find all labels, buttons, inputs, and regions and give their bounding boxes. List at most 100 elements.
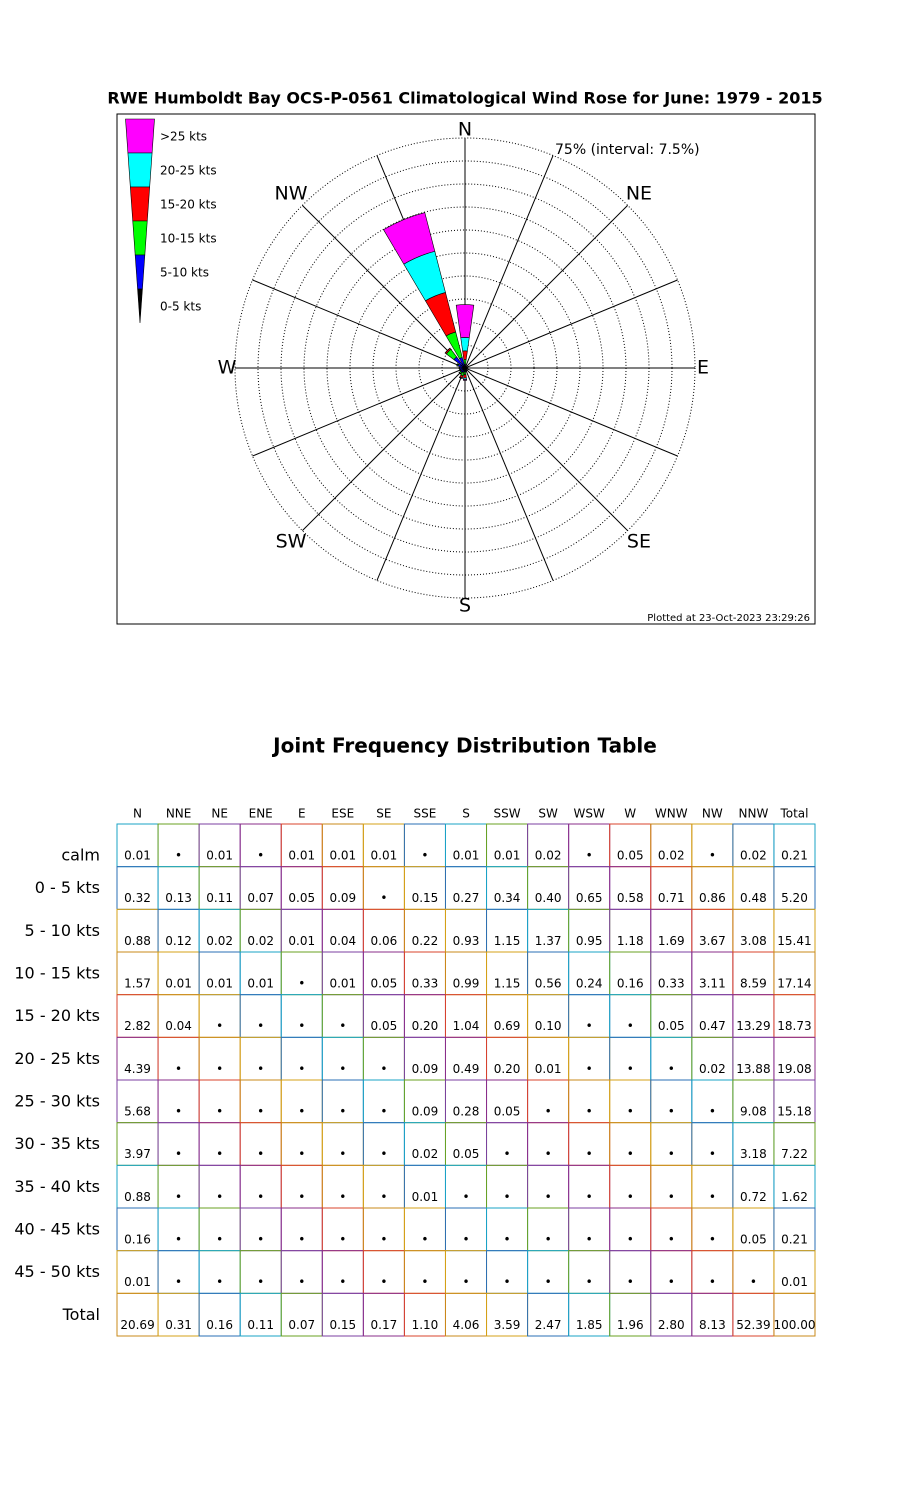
column-header: NNE xyxy=(166,807,192,821)
cell-value: 0.58 xyxy=(617,891,644,905)
cell-value: • xyxy=(339,1275,346,1289)
cell-value: 0.05 xyxy=(453,1147,480,1161)
column-header: SSW xyxy=(494,807,521,821)
direction-label: N xyxy=(458,119,472,141)
cell-value: 0.20 xyxy=(494,1062,521,1076)
cell-value: • xyxy=(380,1147,387,1161)
cell-value: • xyxy=(339,1105,346,1119)
cell-value: • xyxy=(586,1190,593,1204)
cell-value: • xyxy=(586,1019,593,1033)
cell-value: • xyxy=(627,1233,634,1247)
column-header: ESE xyxy=(331,807,354,821)
cell-value: • xyxy=(298,1233,305,1247)
cell-value: • xyxy=(545,1147,552,1161)
cell-value: • xyxy=(545,1105,552,1119)
direction-label: E xyxy=(697,357,709,379)
cell-value: • xyxy=(257,1062,264,1076)
legend-swatch xyxy=(127,152,153,188)
cell-value: • xyxy=(298,1019,305,1033)
cell-value: • xyxy=(709,1190,716,1204)
cell-value: 0.33 xyxy=(412,977,439,991)
cell-value: • xyxy=(586,1147,593,1161)
cell-value: 100.00 xyxy=(773,1318,815,1332)
cell-value: • xyxy=(216,1275,223,1289)
column-header: NNW xyxy=(738,807,768,821)
cell-value: • xyxy=(627,1147,634,1161)
cell-value: • xyxy=(586,1233,593,1247)
cell-value: • xyxy=(668,1190,675,1204)
column-header: NW xyxy=(702,807,723,821)
cell-value: • xyxy=(627,1190,634,1204)
cell-value: 0.09 xyxy=(412,1105,439,1119)
cell-value: • xyxy=(462,1233,469,1247)
cell-value: • xyxy=(462,1190,469,1204)
cell-value: 0.05 xyxy=(371,1019,398,1033)
wedge xyxy=(462,350,468,360)
cell-value: 0.99 xyxy=(453,977,480,991)
cell-value: • xyxy=(504,1275,511,1289)
cell-value: 0.13 xyxy=(165,891,192,905)
cell-value: 0.17 xyxy=(371,1318,398,1332)
column-header: WSW xyxy=(573,807,604,821)
cell-value: 0.47 xyxy=(699,1019,726,1033)
legend-swatch xyxy=(137,288,143,324)
cell-value: 20.69 xyxy=(120,1318,154,1332)
cell-value: • xyxy=(380,1190,387,1204)
wedge xyxy=(463,374,467,379)
legend-label: 15-20 kts xyxy=(160,198,217,212)
cell-value: 13.29 xyxy=(736,1019,770,1033)
cell-value: 0.09 xyxy=(329,891,356,905)
cell-value: 0.05 xyxy=(740,1233,767,1247)
cell-value: • xyxy=(298,1105,305,1119)
cell-value: 0.11 xyxy=(247,1318,274,1332)
cell-value: 1.15 xyxy=(494,977,521,991)
plot-frame xyxy=(116,113,816,625)
cell-value: • xyxy=(339,1147,346,1161)
cell-value: 5.68 xyxy=(124,1105,151,1119)
column-header: NE xyxy=(211,807,228,821)
cell-value: • xyxy=(380,1105,387,1119)
cell-value: 1.04 xyxy=(453,1019,480,1033)
cell-value: 0.22 xyxy=(412,934,439,948)
cell-value: 0.01 xyxy=(288,849,315,863)
cell-value: • xyxy=(175,1275,182,1289)
plotted-note: Plotted at 23-Oct-2023 23:29:26 xyxy=(647,613,810,624)
cell-value: • xyxy=(380,1062,387,1076)
row-label: 20 - 25 kts xyxy=(14,1049,100,1068)
direction-label: NW xyxy=(275,183,308,205)
cell-value: 0.01 xyxy=(371,849,398,863)
cell-value: • xyxy=(627,1275,634,1289)
legend-swatch xyxy=(132,220,148,256)
column-header: W xyxy=(624,807,636,821)
cell-value: 1.15 xyxy=(494,934,521,948)
row-label: 40 - 45 kts xyxy=(14,1220,100,1239)
cell-value: • xyxy=(421,1275,428,1289)
cell-value: 0.56 xyxy=(535,977,562,991)
cell-value: • xyxy=(545,1233,552,1247)
column-header: SW xyxy=(538,807,558,821)
cell-value: 0.12 xyxy=(165,934,192,948)
legend-label: >25 kts xyxy=(160,130,207,144)
cell-value: 0.01 xyxy=(453,849,480,863)
cell-value: • xyxy=(504,1233,511,1247)
cell-value: 0.01 xyxy=(165,977,192,991)
wedge xyxy=(455,304,475,339)
cell-value: 0.01 xyxy=(206,849,233,863)
cell-value: 0.49 xyxy=(453,1062,480,1076)
legend-swatch xyxy=(134,254,146,290)
cell-value: • xyxy=(175,1105,182,1119)
direction-label: S xyxy=(459,595,471,617)
cell-value: 0.05 xyxy=(288,891,315,905)
column-header: N xyxy=(133,807,142,821)
cell-value: 0.04 xyxy=(329,934,356,948)
cell-value: 0.40 xyxy=(535,891,562,905)
cell-value: 2.82 xyxy=(124,1019,151,1033)
cell-value: 0.65 xyxy=(576,891,603,905)
direction-label: NE xyxy=(626,183,652,205)
legend-label: 5-10 kts xyxy=(160,266,209,280)
row-label: 5 - 10 kts xyxy=(25,921,100,940)
cell-value: 1.96 xyxy=(617,1318,644,1332)
cell-value: 1.57 xyxy=(124,977,151,991)
cell-value: • xyxy=(257,1105,264,1119)
legend-label: 0-5 kts xyxy=(160,300,201,314)
